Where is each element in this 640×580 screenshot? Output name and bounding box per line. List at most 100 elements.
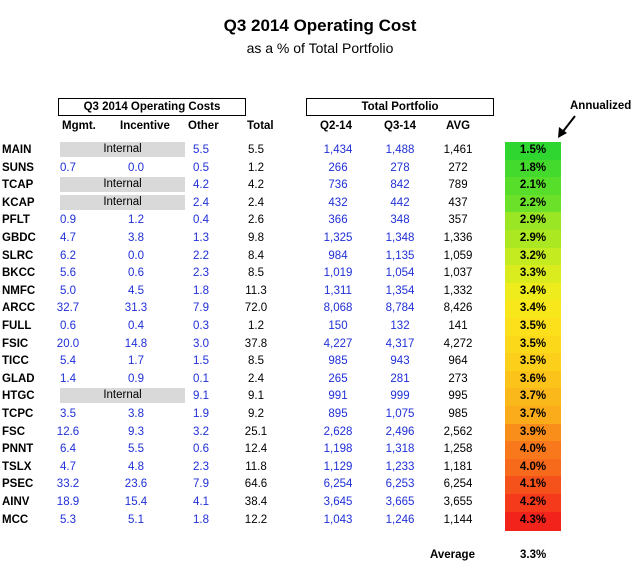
annualized-cell: 3.4% — [505, 300, 561, 319]
cell-q2: 265 — [328, 373, 348, 385]
cell-q2: 1,325 — [323, 232, 353, 244]
cell-q3: 1,233 — [385, 461, 415, 473]
cell-total: 64.6 — [244, 478, 268, 490]
cell-q2: 432 — [328, 197, 348, 209]
cell-avg: 1,181 — [443, 461, 473, 473]
cell-q2: 1,311 — [324, 285, 352, 297]
cell-incentive: 0.0 — [128, 162, 144, 174]
cell-q2: 3,645 — [323, 496, 353, 508]
cell-incentive: 23.6 — [124, 478, 148, 490]
cell-total: 1.2 — [248, 162, 264, 174]
annualized-cell: 4.0% — [505, 441, 561, 460]
cell-mgmt: 1.4 — [60, 373, 76, 385]
cell-incentive: 4.5 — [128, 285, 144, 297]
cell-mgmt: 5.3 — [60, 514, 76, 526]
cell-total: 37.8 — [244, 338, 268, 350]
cell-avg: 8,426 — [443, 302, 473, 314]
annualized-cell: 2.1% — [505, 177, 561, 196]
cell-q2: 991 — [328, 390, 348, 402]
ticker-cell: FSIC — [2, 338, 29, 350]
cell-q3: 8,784 — [385, 302, 415, 314]
cell-other: 5.5 — [193, 144, 209, 156]
cell-avg: 789 — [448, 179, 468, 191]
cell-other: 9.1 — [193, 390, 209, 402]
cell-total: 9.1 — [248, 390, 264, 402]
cell-avg: 985 — [448, 408, 468, 420]
cell-avg: 437 — [448, 197, 468, 209]
cell-avg: 1,336 — [443, 232, 473, 244]
portfolio-group-header: Total Portfolio — [306, 98, 494, 116]
ticker-cell: TSLX — [2, 461, 32, 473]
annualized-cell: 3.9% — [505, 424, 561, 443]
col-header-other: Other — [188, 120, 219, 132]
ticker-cell: TCAP — [2, 179, 34, 191]
cell-q3: 132 — [390, 320, 410, 332]
cell-total: 8.5 — [248, 355, 264, 367]
cell-total: 11.8 — [245, 461, 267, 473]
cell-total: 12.2 — [244, 514, 268, 526]
cell-q3: 281 — [390, 373, 410, 385]
ticker-cell: AINV — [2, 496, 30, 508]
average-value: 3.3% — [520, 549, 547, 561]
cell-incentive: 15.4 — [124, 496, 148, 508]
annualized-cell: 3.7% — [505, 388, 561, 407]
cell-mgmt: 0.9 — [60, 214, 76, 226]
cell-other: 1.3 — [193, 232, 209, 244]
ticker-cell: BKCC — [2, 267, 36, 279]
ticker-cell: KCAP — [2, 197, 35, 209]
cell-q2: 1,434 — [323, 144, 353, 156]
cell-avg: 6,254 — [443, 478, 473, 490]
cell-other: 7.9 — [193, 478, 209, 490]
cell-q2: 366 — [328, 214, 348, 226]
cell-mgmt: 18.9 — [56, 496, 80, 508]
cell-q3: 348 — [390, 214, 410, 226]
cell-q2: 2,628 — [323, 426, 353, 438]
cell-other: 2.3 — [193, 461, 209, 473]
ticker-cell: FULL — [2, 320, 32, 332]
cell-avg: 1,461 — [443, 144, 473, 156]
cell-avg: 1,059 — [443, 250, 473, 262]
cell-q2: 1,198 — [323, 443, 353, 455]
ticker-cell: FSC — [2, 426, 25, 438]
cell-mgmt: 4.7 — [60, 461, 76, 473]
ticker-cell: PSEC — [2, 478, 34, 490]
cell-q3: 842 — [390, 179, 410, 191]
cell-incentive: 0.6 — [128, 267, 144, 279]
cell-q3: 1,246 — [385, 514, 415, 526]
cell-mgmt: 32.7 — [56, 302, 80, 314]
cell-total: 2.4 — [248, 373, 264, 385]
annualized-cell: 2.2% — [505, 195, 561, 214]
cell-incentive: 3.8 — [128, 232, 144, 244]
cell-incentive: 1.2 — [128, 214, 144, 226]
annualized-cell: 2.9% — [505, 230, 561, 249]
cell-q3: 6,253 — [385, 478, 415, 490]
annualized-cell: 4.0% — [505, 459, 561, 478]
internal-badge: Internal — [60, 195, 185, 210]
cell-avg: 272 — [448, 162, 468, 174]
cell-q2: 1,019 — [323, 267, 353, 279]
cell-mgmt: 6.2 — [60, 250, 76, 262]
cell-mgmt: 12.6 — [56, 426, 80, 438]
cell-avg: 2,562 — [443, 426, 473, 438]
cell-total: 72.0 — [244, 302, 268, 314]
annualized-cell: 4.1% — [505, 476, 561, 495]
cell-q3: 1,488 — [385, 144, 415, 156]
cell-incentive: 31.3 — [124, 302, 148, 314]
cell-other: 1.9 — [193, 408, 209, 420]
cell-total: 8.4 — [248, 250, 264, 262]
annualized-cell: 2.9% — [505, 212, 561, 231]
cell-other: 0.4 — [193, 214, 209, 226]
page-title: Q3 2014 Operating Cost — [223, 16, 417, 35]
cell-total: 12.4 — [244, 443, 268, 455]
cell-incentive: 9.3 — [128, 426, 144, 438]
annualized-cell: 3.5% — [505, 336, 561, 355]
annualized-cell: 3.5% — [505, 353, 561, 372]
cell-incentive: 0.4 — [128, 320, 144, 332]
annualized-cell: 3.7% — [505, 406, 561, 425]
cell-incentive: 1.7 — [128, 355, 144, 367]
cell-total: 4.2 — [248, 179, 264, 191]
cell-q2: 895 — [328, 408, 348, 420]
cell-avg: 964 — [448, 355, 468, 367]
cell-total: 9.2 — [248, 408, 264, 420]
cell-avg: 1,332 — [443, 285, 473, 297]
